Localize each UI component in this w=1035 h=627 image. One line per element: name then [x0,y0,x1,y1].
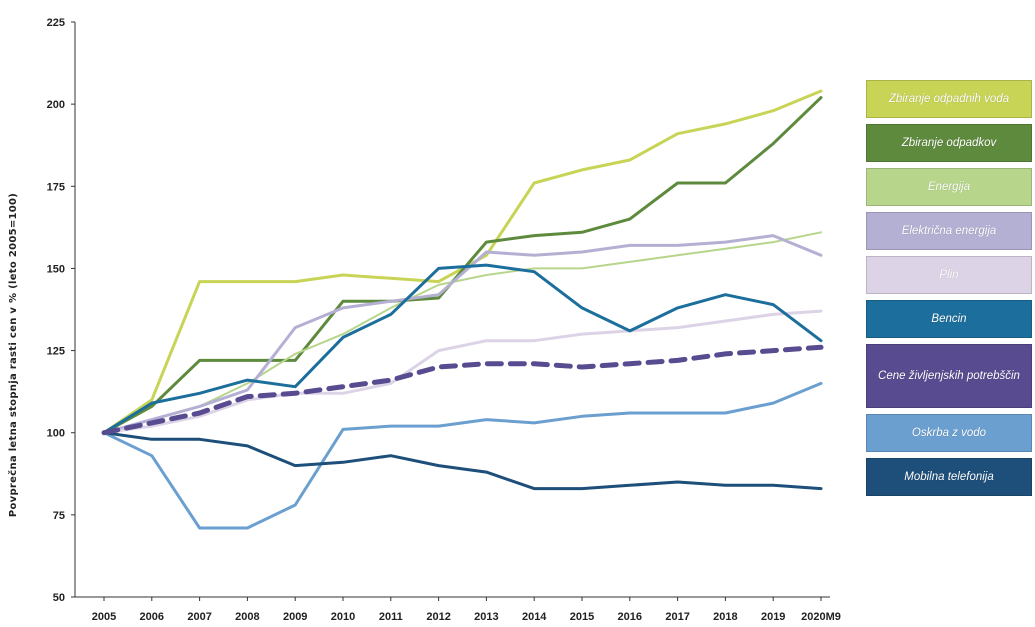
legend-item-zbiranje-odpadnih-voda: Zbiranje odpadnih voda [866,80,1032,118]
chart-axes [74,22,830,598]
x-tick-label: 2009 [283,611,307,623]
series-line-mobilna-telefonija [102,431,823,491]
series-line-plin [102,309,823,435]
x-tick-label: 2014 [522,611,547,623]
y-tick-label: 150 [47,263,65,275]
y-ticks: 50 75 100 125 150 175 200 225 [47,17,75,604]
y-tick-label: 50 [53,592,65,604]
y-tick-label: 125 [47,346,65,358]
legend-item-oskrba-z-vodo: Oskrba z vodo [866,414,1032,452]
legend-item-plin: Plin [866,256,1032,294]
chart-legend: Zbiranje odpadnih voda Zbiranje odpadkov E… [866,80,1032,502]
legend-item-cene-zivljenjskih-potrebscin: Cene življenjskih potrebščin [866,344,1032,408]
x-tick-label: 2006 [140,611,164,623]
y-axis-label: Povprečna letna stopnja rasti cen v % (l… [7,193,19,517]
series-line-cene-zivljenjskih-potrebscin [101,344,824,436]
series-line-energija [103,231,822,434]
y-tick-label: 175 [47,181,65,193]
x-tick-label: 2008 [235,611,259,623]
y-tick-label: 200 [47,99,65,111]
x-tick-label: 2016 [618,611,642,623]
legend-item-mobilna-telefonija: Mobilna telefonija [866,458,1032,496]
x-ticks: 2005 2006 2007 2008 2009 2010 2011 2012 2013 2014… [92,597,841,623]
x-tick-label: 2010 [331,611,355,623]
x-tick-label: 2015 [570,611,594,623]
x-tick-label: 2018 [713,611,737,623]
series-line-elektricna-energija [102,234,823,435]
y-tick-label: 225 [47,17,65,29]
x-tick-label: 2020M9 [801,611,841,623]
series-line-zbiranje-odpadnih-voda [102,89,823,435]
legend-item-bencin: Bencin [866,300,1032,338]
x-tick-label: 2019 [761,611,785,623]
y-tick-label: 100 [47,428,65,440]
legend-item-elektricna-energija: Električna energija [866,212,1032,250]
x-tick-label: 2012 [426,611,450,623]
x-tick-label: 2013 [474,611,498,623]
x-tick-label: 2017 [665,611,689,623]
series-line-zbiranje-odpadkov [102,96,823,435]
series-lines [101,89,824,530]
series-line-oskrba-z-vodo [102,381,823,530]
x-tick-label: 2007 [187,611,211,623]
x-tick-label: 2011 [379,611,403,623]
x-tick-label: 2005 [92,611,116,623]
series-line-bencin [102,263,823,435]
legend-item-zbiranje-odpadkov: Zbiranje odpadkov [866,124,1032,162]
legend-item-energija: Energija [866,168,1032,206]
y-tick-label: 75 [53,510,65,522]
